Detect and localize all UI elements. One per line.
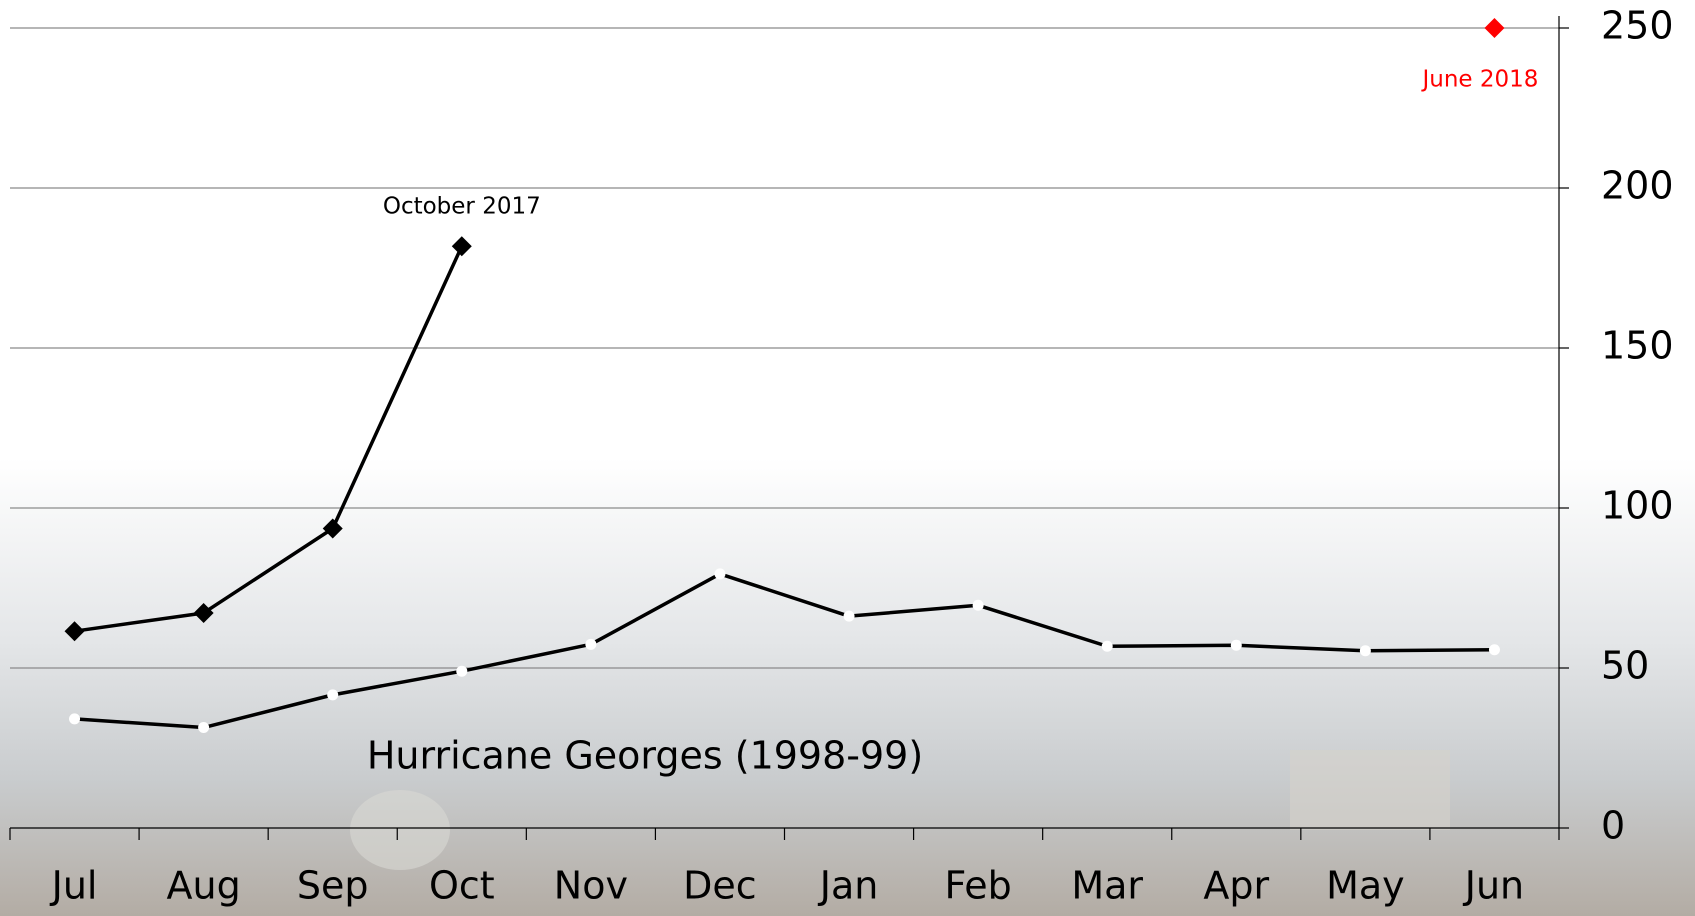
x-tick-label: Oct: [429, 864, 495, 908]
x-tick-label: Jul: [50, 864, 98, 908]
chart: 0 50 100 150 200 250 Jul Aug Sep Oct Nov Dec Jan Feb M…: [0, 0, 1695, 916]
y-tick-label: 200: [1601, 164, 1674, 208]
series-label: June 2018: [1420, 67, 1538, 93]
point-marker: [1231, 640, 1242, 651]
x-tick-label: Jan: [818, 864, 879, 908]
point-marker: [1360, 645, 1371, 656]
point-marker: [1102, 641, 1113, 652]
y-tick-label: 250: [1601, 4, 1674, 48]
background-building: [1290, 750, 1450, 830]
point-marker: [844, 611, 855, 622]
point-marker: [1489, 644, 1500, 655]
point-marker: [327, 689, 338, 700]
series-label: Hurricane Georges (1998-99): [367, 734, 923, 778]
background-dome: [350, 790, 450, 870]
x-tick-label: Apr: [1203, 864, 1269, 908]
x-tick-label: Aug: [167, 864, 241, 908]
y-tick-label: 100: [1601, 484, 1674, 528]
x-tick-label: May: [1326, 864, 1405, 908]
point-marker: [456, 666, 467, 677]
page: 0 50 100 150 200 250 Jul Aug Sep Oct Nov Dec Jan Feb M…: [0, 0, 1695, 916]
x-tick-label: Dec: [683, 864, 757, 908]
series-label: October 2017: [383, 194, 541, 220]
y-tick-label: 0: [1601, 804, 1625, 848]
point-marker: [585, 639, 596, 650]
point-marker: [714, 568, 725, 579]
point-marker: [69, 713, 80, 724]
x-tick-label: Mar: [1071, 864, 1143, 908]
y-tick-label: 50: [1601, 644, 1649, 688]
point-marker: [973, 600, 984, 611]
x-tick-label: Jun: [1463, 864, 1524, 908]
x-tick-label: Nov: [554, 864, 628, 908]
x-tick-label: Feb: [944, 864, 1011, 908]
x-tick-label: Sep: [297, 864, 369, 908]
point-marker: [198, 722, 209, 733]
y-tick-label: 150: [1601, 324, 1674, 368]
